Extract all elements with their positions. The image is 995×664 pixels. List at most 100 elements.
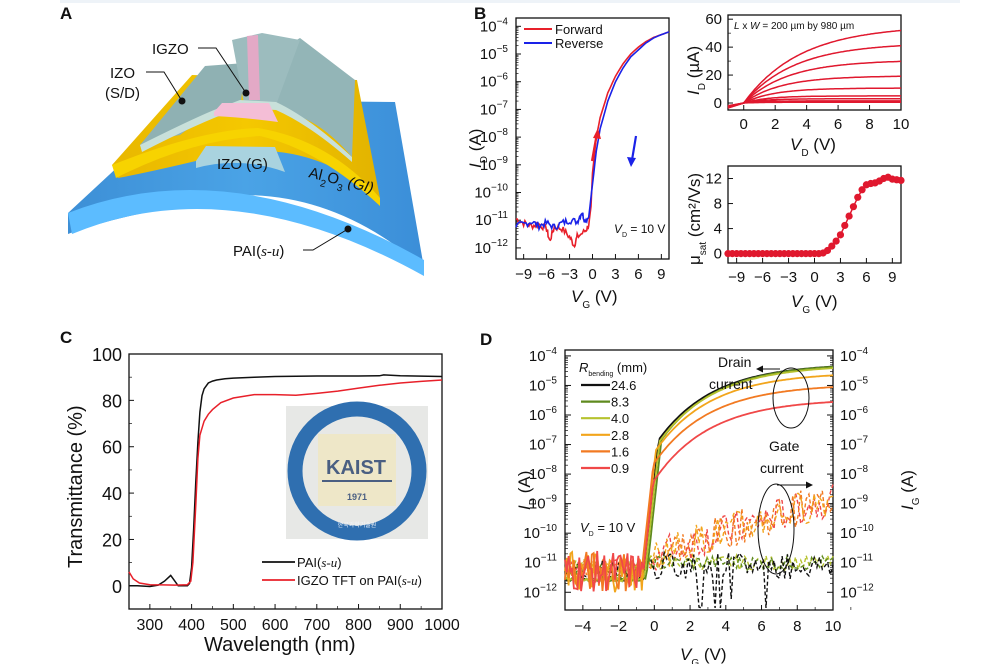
b-mobility-series: [724, 173, 905, 258]
d-drain-label-2: current: [709, 376, 753, 392]
c-ylabel: Transmittance (%): [65, 405, 87, 568]
label-igzo: IGZO: [152, 41, 189, 58]
mobility-point: [858, 186, 866, 194]
xtick-label: 0: [740, 116, 748, 133]
b-output-ylabel: ID (µA): [684, 46, 708, 95]
gi-edge: [112, 128, 380, 206]
sd-edge: [140, 100, 352, 162]
d-gate-ellipse: [757, 483, 795, 575]
legend-label: 4.0: [611, 411, 629, 426]
inset-korean-text: 한국과학기술원: [338, 521, 377, 529]
xtick-label: 0: [588, 266, 596, 283]
xtick-label: 8: [865, 116, 873, 133]
b-transfer-ytick-labels: 10−12 10−11 10−10 10−9 10−8 10−7 10−6 10−5 10−4: [474, 16, 508, 257]
legend-reverse-label: Reverse: [555, 36, 603, 51]
legend-label: 1.6: [611, 444, 629, 459]
d-gate-label-2: current: [760, 460, 804, 476]
xtick-label: 700: [303, 617, 330, 634]
xtick-label: 500: [220, 617, 247, 634]
ytick-label: 4: [714, 221, 722, 238]
igzo-channel: [247, 35, 260, 100]
b-output-tick-labels: 0 20 40 60 0 2 4 6 8 10: [705, 11, 909, 133]
xtick-label: 800: [345, 617, 372, 634]
xtick-label: 600: [262, 617, 289, 634]
inset-sample-film: [318, 434, 396, 506]
label-al2o3: Al2O3 (GI): [306, 164, 375, 201]
xtick-label: 400: [178, 617, 205, 634]
dot-igzo: [242, 89, 250, 97]
ytick-label-left: 10−12: [523, 582, 557, 601]
d-ylabel: ID (A): [515, 471, 539, 510]
ytick-label: 20: [102, 530, 122, 550]
mobility-point: [828, 242, 836, 250]
output-curve: [727, 97, 901, 109]
ytick-label: 10−4: [480, 16, 509, 35]
drain-current-2.8: [564, 374, 834, 593]
output-curve: [727, 100, 901, 109]
legend-label: 8.3: [611, 395, 629, 410]
ytick-label: 10−11: [475, 210, 508, 229]
mobility-point: [854, 193, 862, 201]
b-transfer-ticks: [516, 25, 662, 259]
xtick-label: 4: [802, 116, 810, 133]
ytick-label: 8: [714, 196, 722, 213]
ytick-label: 10−6: [480, 72, 509, 91]
legend-forward-label: Forward: [555, 22, 603, 37]
d-legend: 24.6 8.34.0 2.81.6 0.9: [581, 378, 636, 476]
ytick-label: 10−12: [474, 238, 508, 257]
c-frame: [128, 353, 443, 610]
ytick-label-right: 10−7: [840, 435, 869, 454]
d-gate-label-1: Gate: [769, 438, 800, 454]
sd-izo-left: [140, 63, 245, 148]
ytick-label: 60: [102, 438, 122, 458]
ytick-label-right: 10−6: [840, 405, 869, 424]
b-output-frame: [727, 14, 902, 111]
xtick-label: 9: [657, 266, 665, 283]
series-reverse: [515, 31, 670, 233]
xtick-label: 4: [722, 618, 730, 635]
mobility-point: [841, 221, 849, 230]
c-tick-labels: 0 20 40 60 80 100 300 400 500 600 700 800 900 1000: [92, 345, 460, 634]
xtick-label: 8: [793, 618, 801, 635]
d-frame: [564, 349, 834, 611]
igzo-pad: [214, 103, 278, 122]
mobility-point: [832, 237, 840, 245]
c-series: [128, 374, 443, 588]
panel-letter-b: B: [474, 4, 487, 23]
output-curve: [727, 60, 901, 108]
ytick-label: 20: [705, 67, 722, 84]
d-y2label: IG (A): [898, 470, 922, 510]
ytick-label: 0: [714, 246, 722, 263]
mobility-point: [836, 231, 845, 239]
drain-current-0.9: [564, 401, 834, 592]
ytick-label-right: 10−4: [840, 346, 869, 365]
ytick-label-left: 10−7: [529, 435, 558, 454]
xtick-label: 6: [757, 618, 765, 635]
xtick-label: 1000: [424, 617, 460, 634]
top-border-strip: [60, 0, 960, 3]
ytick-label-left: 10−11: [524, 553, 557, 572]
ytick-label: 12: [705, 171, 722, 188]
ytick-label-left: 10−8: [529, 464, 558, 483]
ytick-label: 10−5: [480, 44, 509, 63]
xtick-label: 3: [836, 269, 844, 286]
d-legend-title: Rbending (mm): [579, 360, 647, 378]
xtick-label: 6: [834, 116, 842, 133]
b-mobility-xlabel: VG (V): [791, 292, 838, 316]
xtick-label: 2: [686, 618, 694, 635]
xtick-label: 10: [825, 618, 842, 635]
ytick-label: 0: [112, 577, 122, 597]
d-drain-ellipse: [772, 367, 810, 429]
xtick-label: −3: [780, 269, 797, 286]
forward-arrowhead: [593, 128, 601, 139]
d-series: [564, 365, 834, 609]
b-output-xlabel: VD (V): [790, 135, 836, 159]
output-curve: [727, 95, 901, 108]
ytick-label-left: 10−4: [529, 346, 558, 365]
xtick-label: −9: [515, 266, 532, 283]
xtick-label: −2: [610, 618, 627, 635]
gate-current-2.8: [564, 492, 834, 579]
legend-label: 24.6: [611, 378, 636, 393]
